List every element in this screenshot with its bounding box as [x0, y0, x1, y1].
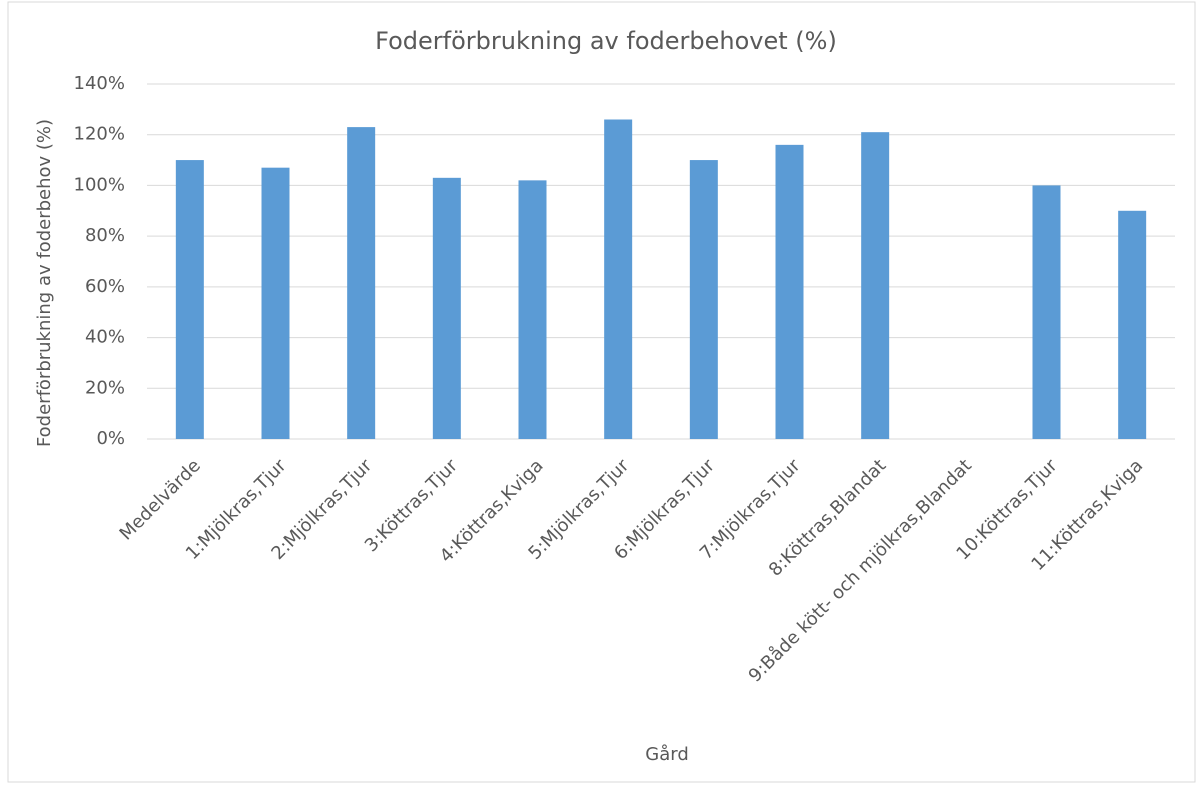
y-tick-label: 80%: [85, 225, 125, 246]
chart-title: Foderförbrukning av foderbehovet (%): [375, 27, 837, 55]
bar: [775, 144, 804, 439]
bar: [261, 167, 290, 439]
y-tick-label: 140%: [74, 73, 125, 94]
bar: [518, 180, 547, 439]
bar: [1032, 185, 1061, 439]
chart-border: [7, 1, 1196, 783]
bar: [432, 177, 461, 440]
x-axis-label: Gård: [645, 744, 689, 765]
bar: [689, 160, 718, 440]
y-tick-label: 20%: [85, 377, 125, 398]
y-tick-label: 100%: [74, 174, 125, 195]
bar: [175, 160, 204, 440]
y-tick-label: 120%: [74, 124, 125, 145]
bar: [604, 119, 633, 439]
y-tick-label: 60%: [85, 276, 125, 297]
bar: [1118, 210, 1147, 439]
y-tick-label: 40%: [85, 327, 125, 348]
y-axis-label: Foderförbrukning av foderbehov (%): [34, 119, 55, 447]
y-tick-label: 0%: [96, 428, 125, 449]
bar: [347, 127, 376, 439]
bar: [861, 132, 890, 439]
